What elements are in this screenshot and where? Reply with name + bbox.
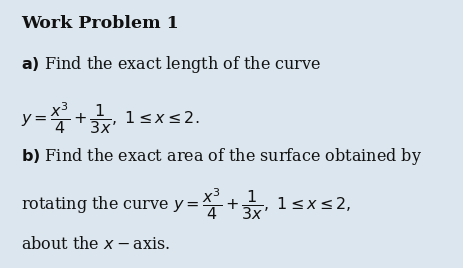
Text: $y = \dfrac{x^3}{4} + \dfrac{1}{3x},\ 1 \leq x \leq 2.$: $y = \dfrac{x^3}{4} + \dfrac{1}{3x},\ 1 … — [21, 100, 199, 136]
Text: Work Problem 1: Work Problem 1 — [21, 15, 178, 32]
Text: $\mathbf{a)}$ Find the exact length of the curve: $\mathbf{a)}$ Find the exact length of t… — [21, 54, 320, 75]
Text: about the $x-$axis.: about the $x-$axis. — [21, 236, 169, 253]
Text: $\mathbf{b)}$ Find the exact area of the surface obtained by: $\mathbf{b)}$ Find the exact area of the… — [21, 146, 421, 167]
Text: rotating the curve $y = \dfrac{x^3}{4} + \dfrac{1}{3x},\ 1 \leq x \leq 2,$: rotating the curve $y = \dfrac{x^3}{4} +… — [21, 186, 350, 222]
